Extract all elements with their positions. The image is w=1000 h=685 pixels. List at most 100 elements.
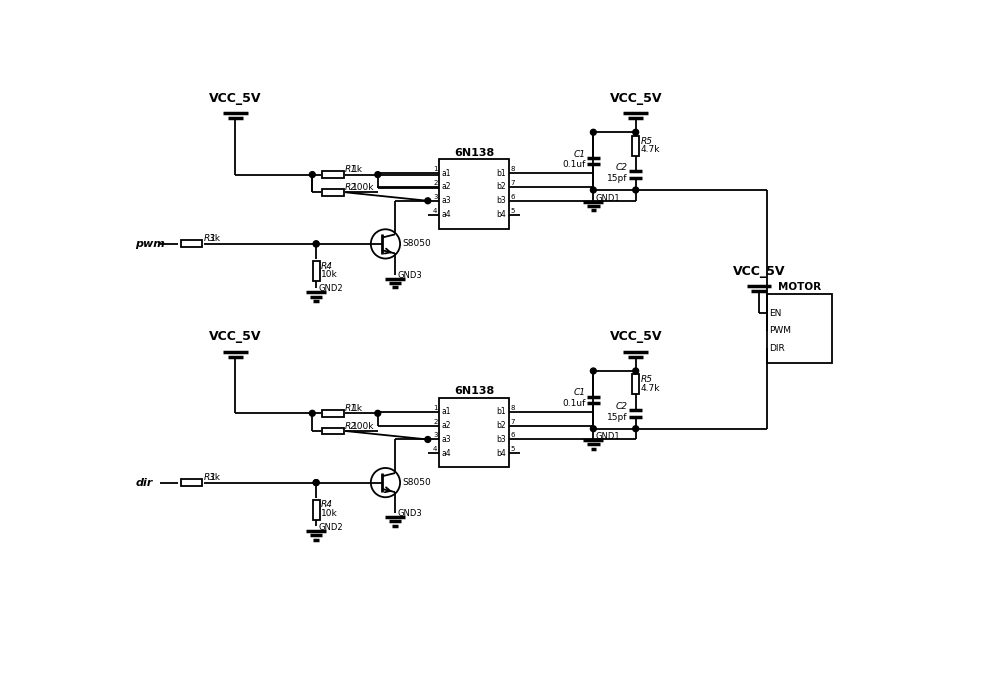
Circle shape <box>590 368 596 374</box>
Text: S8050: S8050 <box>402 478 431 487</box>
Text: dir: dir <box>135 477 153 488</box>
Text: 6N138: 6N138 <box>454 148 494 158</box>
Text: 15pf: 15pf <box>607 174 628 183</box>
Text: VCC_5V: VCC_5V <box>733 265 785 278</box>
Circle shape <box>633 368 639 374</box>
Text: a2: a2 <box>442 421 451 430</box>
Text: a3: a3 <box>442 197 451 205</box>
Circle shape <box>371 229 400 258</box>
Text: 100k: 100k <box>352 421 374 430</box>
Text: R3: R3 <box>203 473 215 482</box>
Circle shape <box>590 129 596 135</box>
Text: MOTOR: MOTOR <box>778 282 821 292</box>
Text: 1k: 1k <box>352 403 363 413</box>
Text: 1k: 1k <box>352 165 363 174</box>
Text: DIR: DIR <box>769 343 785 353</box>
Text: R1: R1 <box>345 165 357 174</box>
Bar <box>181 479 202 486</box>
Text: 6: 6 <box>511 432 515 438</box>
Text: R3: R3 <box>203 234 215 243</box>
Circle shape <box>313 241 319 247</box>
Bar <box>313 499 320 519</box>
Text: R1: R1 <box>345 403 357 413</box>
Text: EN: EN <box>769 309 782 318</box>
Circle shape <box>633 187 639 193</box>
Text: 6N138: 6N138 <box>454 386 494 397</box>
Text: 5: 5 <box>511 447 515 452</box>
Text: 4: 4 <box>433 447 437 452</box>
Text: 4.7k: 4.7k <box>640 384 660 393</box>
Text: 1: 1 <box>433 405 437 411</box>
Text: 3: 3 <box>433 432 437 438</box>
Text: GND3: GND3 <box>397 271 422 279</box>
Text: R5: R5 <box>640 375 652 384</box>
Text: b3: b3 <box>497 435 506 444</box>
Circle shape <box>313 241 319 247</box>
Text: 4: 4 <box>433 208 437 214</box>
Circle shape <box>590 426 596 432</box>
Bar <box>632 136 639 155</box>
Text: b4: b4 <box>497 449 506 458</box>
Text: 7: 7 <box>511 180 515 186</box>
Circle shape <box>313 479 319 486</box>
Text: R2: R2 <box>345 183 357 192</box>
Text: PWM: PWM <box>769 326 791 335</box>
Text: 1k: 1k <box>210 234 221 243</box>
Bar <box>439 398 509 467</box>
Bar <box>181 240 202 247</box>
Text: 5: 5 <box>511 208 515 214</box>
Text: C2: C2 <box>616 402 628 411</box>
Text: b3: b3 <box>497 197 506 205</box>
Bar <box>322 189 344 196</box>
Text: C1: C1 <box>573 150 585 159</box>
Bar <box>439 159 509 229</box>
Text: 1k: 1k <box>210 473 221 482</box>
Text: 8: 8 <box>511 405 515 411</box>
Circle shape <box>375 172 381 177</box>
Text: 3: 3 <box>433 194 437 200</box>
Text: GND2: GND2 <box>318 523 343 532</box>
Text: R2: R2 <box>345 421 357 430</box>
Text: 10k: 10k <box>321 509 338 518</box>
Bar <box>322 427 344 434</box>
Text: a1: a1 <box>442 408 451 416</box>
Circle shape <box>633 426 639 432</box>
Text: 4.7k: 4.7k <box>640 145 660 154</box>
Text: R4: R4 <box>321 262 333 271</box>
Bar <box>767 294 832 363</box>
Text: VCC_5V: VCC_5V <box>609 92 662 105</box>
Circle shape <box>309 410 315 416</box>
Text: 1: 1 <box>433 166 437 172</box>
Text: a2: a2 <box>442 182 451 191</box>
Text: b1: b1 <box>497 169 506 177</box>
Text: pwm: pwm <box>135 239 165 249</box>
Circle shape <box>590 187 596 193</box>
Text: 15pf: 15pf <box>607 412 628 422</box>
Bar <box>632 375 639 395</box>
Text: 10k: 10k <box>321 270 338 279</box>
Text: GND1: GND1 <box>596 432 620 441</box>
Circle shape <box>375 410 381 416</box>
Text: C1: C1 <box>573 388 585 397</box>
Text: 2: 2 <box>433 419 437 425</box>
Text: b1: b1 <box>497 408 506 416</box>
Text: 2: 2 <box>433 180 437 186</box>
Text: 0.1uf: 0.1uf <box>562 399 585 408</box>
Text: 6: 6 <box>511 194 515 200</box>
Text: S8050: S8050 <box>402 239 431 249</box>
Circle shape <box>425 436 431 443</box>
Text: GND3: GND3 <box>397 509 422 519</box>
Text: GND2: GND2 <box>318 284 343 293</box>
Text: GND1: GND1 <box>596 194 620 203</box>
Text: a3: a3 <box>442 435 451 444</box>
Text: b2: b2 <box>497 421 506 430</box>
Text: VCC_5V: VCC_5V <box>209 330 262 343</box>
Circle shape <box>633 129 639 135</box>
Text: 100k: 100k <box>352 183 374 192</box>
Circle shape <box>371 468 400 497</box>
Bar <box>313 261 320 281</box>
Text: b2: b2 <box>497 182 506 191</box>
Text: 0.1uf: 0.1uf <box>562 160 585 169</box>
Text: R5: R5 <box>640 136 652 146</box>
Circle shape <box>313 479 319 486</box>
